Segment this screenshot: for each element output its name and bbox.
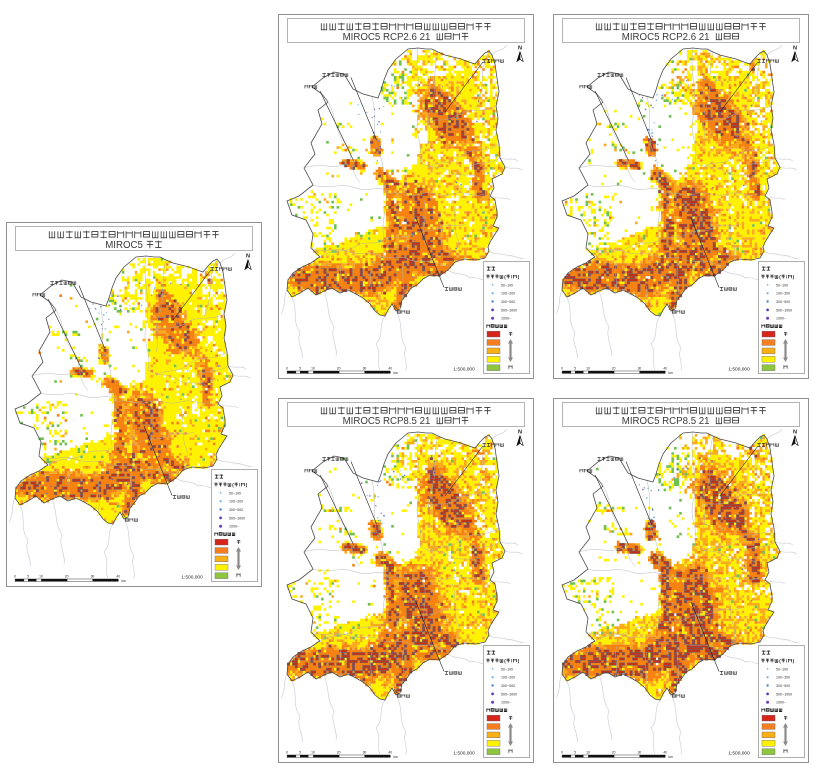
svg-text:(: (	[232, 483, 234, 488]
svg-text:40: 40	[388, 750, 392, 754]
svg-text:300~500: 300~500	[229, 508, 243, 512]
svg-text:): )	[246, 483, 248, 488]
svg-text:(: (	[779, 659, 781, 664]
svg-text:5: 5	[299, 366, 301, 370]
svg-text:MIROC5 RCP2.6 21: MIROC5 RCP2.6 21	[622, 32, 710, 43]
svg-text:50~100: 50~100	[776, 283, 788, 287]
svg-text:): )	[518, 659, 520, 664]
svg-text:500~1000: 500~1000	[501, 308, 517, 312]
svg-text:10: 10	[311, 750, 315, 754]
svg-text:500~1000: 500~1000	[776, 308, 792, 312]
svg-text:MIROC5: MIROC5	[105, 240, 143, 251]
svg-text:km: km	[394, 371, 399, 375]
svg-text:N: N	[518, 46, 522, 52]
svg-text:5: 5	[27, 574, 29, 578]
svg-text:N: N	[793, 430, 797, 436]
svg-text:300~500: 300~500	[501, 300, 515, 304]
svg-text:10: 10	[311, 366, 315, 370]
svg-text:0: 0	[286, 750, 288, 754]
svg-text:(: (	[504, 275, 506, 280]
svg-text:): )	[793, 659, 795, 664]
svg-text:5: 5	[574, 366, 576, 370]
svg-text:500~1000: 500~1000	[501, 692, 517, 696]
svg-text:100~300: 100~300	[501, 676, 515, 680]
svg-text:300~500: 300~500	[501, 684, 515, 688]
svg-text:30: 30	[91, 574, 95, 578]
svg-text:/: /	[786, 659, 788, 664]
svg-text:(: (	[504, 659, 506, 664]
svg-text:km: km	[394, 755, 399, 759]
svg-text:1:500,000: 1:500,000	[728, 367, 750, 373]
svg-text:MIROC5 RCP8.5 21: MIROC5 RCP8.5 21	[343, 416, 431, 427]
svg-text:30: 30	[363, 750, 367, 754]
svg-text:30: 30	[363, 366, 367, 370]
svg-text:40: 40	[116, 574, 120, 578]
svg-text:50~100: 50~100	[776, 667, 788, 671]
svg-text:N: N	[793, 46, 797, 52]
svg-text:500~1000: 500~1000	[776, 692, 792, 696]
svg-text:km: km	[669, 755, 674, 759]
svg-text:/: /	[786, 275, 788, 280]
svg-text:): )	[793, 275, 795, 280]
svg-text:100~300: 100~300	[776, 676, 790, 680]
svg-text:30: 30	[638, 366, 642, 370]
svg-text:km: km	[669, 371, 674, 375]
svg-text:N: N	[518, 430, 522, 436]
svg-text:10: 10	[586, 366, 590, 370]
svg-text:300~500: 300~500	[776, 684, 790, 688]
svg-text:100~300: 100~300	[501, 292, 515, 296]
svg-text:/: /	[239, 483, 241, 488]
svg-text:MIROC5 RCP8.5 21: MIROC5 RCP8.5 21	[622, 416, 710, 427]
svg-text:km: km	[122, 579, 127, 583]
svg-text:1:500,000: 1:500,000	[181, 575, 203, 581]
svg-text:50~100: 50~100	[501, 667, 513, 671]
svg-text:1000~: 1000~	[776, 701, 786, 705]
svg-text:/: /	[511, 275, 513, 280]
svg-text:20: 20	[65, 574, 69, 578]
svg-text:40: 40	[663, 750, 667, 754]
svg-text:20: 20	[612, 750, 616, 754]
svg-text:0: 0	[286, 366, 288, 370]
svg-text:40: 40	[663, 366, 667, 370]
svg-text:0: 0	[561, 366, 563, 370]
svg-text:1:500,000: 1:500,000	[728, 751, 750, 757]
svg-text:): )	[518, 275, 520, 280]
svg-text:100~300: 100~300	[776, 292, 790, 296]
svg-text:1000~: 1000~	[776, 317, 786, 321]
svg-text:50~100: 50~100	[501, 283, 513, 287]
svg-text:1000~: 1000~	[501, 701, 511, 705]
svg-text:1000~: 1000~	[229, 525, 239, 529]
svg-text:0: 0	[561, 750, 563, 754]
svg-text:/: /	[511, 659, 513, 664]
svg-text:1:500,000: 1:500,000	[453, 367, 475, 373]
svg-text:0: 0	[14, 574, 16, 578]
svg-text:(: (	[779, 275, 781, 280]
svg-text:40: 40	[388, 366, 392, 370]
svg-text:10: 10	[586, 750, 590, 754]
svg-text:20: 20	[337, 750, 341, 754]
svg-text:20: 20	[612, 366, 616, 370]
svg-text:MIROC5 RCP2.6 21: MIROC5 RCP2.6 21	[343, 32, 431, 43]
svg-text:10: 10	[39, 574, 43, 578]
svg-text:500~1000: 500~1000	[229, 516, 245, 520]
svg-text:50~100: 50~100	[229, 491, 241, 495]
svg-text:5: 5	[299, 750, 301, 754]
svg-text:30: 30	[638, 750, 642, 754]
svg-text:20: 20	[337, 366, 341, 370]
svg-text:1:500,000: 1:500,000	[453, 751, 475, 757]
svg-text:300~500: 300~500	[776, 300, 790, 304]
svg-text:5: 5	[574, 750, 576, 754]
svg-text:1000~: 1000~	[501, 317, 511, 321]
svg-text:100~300: 100~300	[229, 500, 243, 504]
svg-text:N: N	[246, 254, 250, 260]
